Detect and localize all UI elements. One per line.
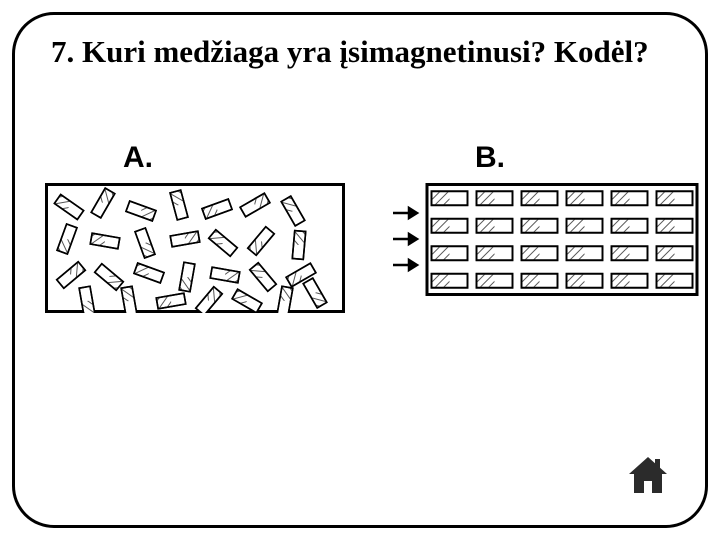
question-text: 7. Kuri medžiaga yra įsimagnetinusi? Kod… [51, 33, 671, 72]
home-icon[interactable] [625, 453, 671, 497]
label-b: B. [475, 141, 505, 175]
slide-frame: 7. Kuri medžiaga yra įsimagnetinusi? Kod… [12, 12, 708, 528]
label-a: A. [123, 141, 153, 175]
diagram-a-random-domains [45, 183, 345, 313]
diagram-b-aligned-domains [391, 183, 699, 313]
